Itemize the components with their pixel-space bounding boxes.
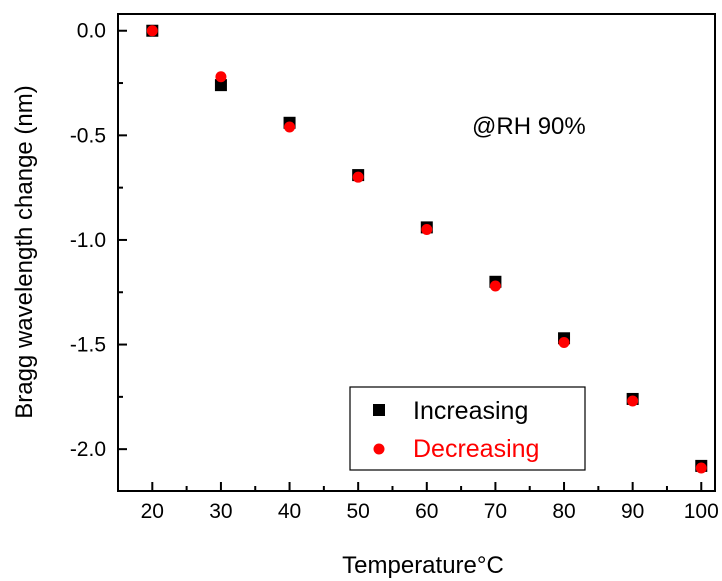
x-tick-label: 70 [484,500,507,523]
x-tick-label: 50 [346,500,369,523]
y-tick-label: -1.0 [70,229,106,252]
x-axis: 20 30 40 50 60 70 80 90 100 [141,482,719,523]
point-decreasing [421,224,432,235]
y-tick-label: -1.5 [70,334,106,357]
annotation-text: @RH 90% [472,113,586,140]
y-tick-label: -0.5 [70,124,106,147]
x-tick-label: 100 [684,500,719,523]
x-tick-label: 90 [621,500,644,523]
point-decreasing [696,462,707,473]
legend-label-decreasing: Decreasing [413,435,539,463]
legend-marker-decreasing [374,444,385,455]
y-axis-title: Bragg wavelength change (nm) [11,85,38,419]
point-decreasing [215,71,226,82]
point-decreasing [284,121,295,132]
y-tick-label: -2.0 [70,438,106,461]
x-axis-title: Temperature°C [342,552,504,579]
legend-label-increasing: Increasing [413,397,528,425]
x-tick-label: 80 [552,500,575,523]
point-decreasing [147,25,158,36]
x-tick-label: 30 [209,500,232,523]
point-decreasing [490,280,501,291]
x-tick-label: 40 [278,500,301,523]
y-tick-label: 0.0 [77,20,106,43]
legend: Increasing Decreasing [350,387,585,470]
point-decreasing [559,337,570,348]
legend-marker-increasing [373,404,385,416]
point-decreasing [627,396,638,407]
x-tick-label: 20 [141,500,164,523]
point-decreasing [353,172,364,183]
x-tick-label: 60 [415,500,438,523]
